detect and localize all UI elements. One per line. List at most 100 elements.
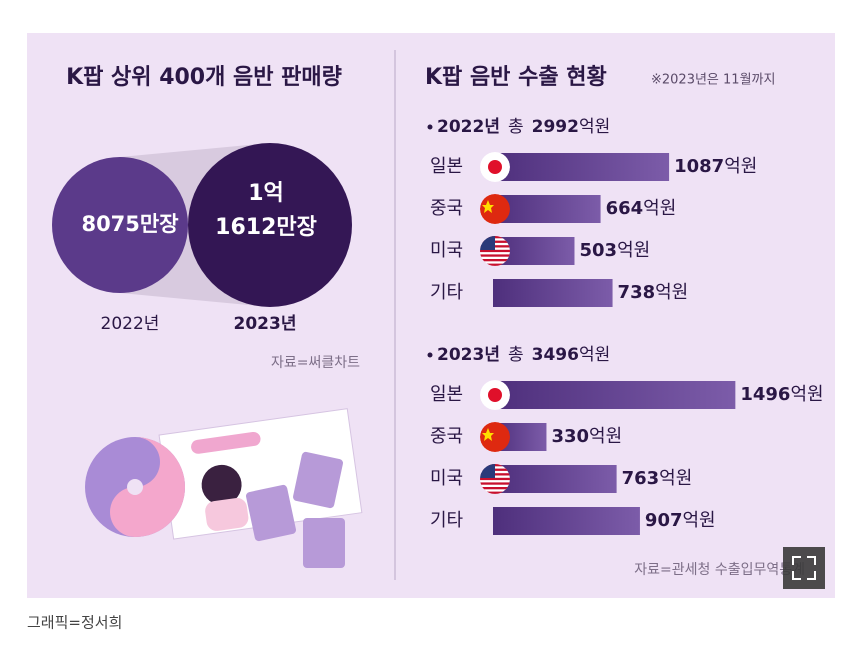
flag-stripe [480, 259, 510, 262]
country-label: 기타 [430, 282, 464, 303]
source: 자료=관세청 수출입무역통계 [634, 562, 805, 578]
flag [480, 236, 510, 266]
flag-sun [488, 388, 502, 402]
group-total: 2992 [532, 117, 579, 137]
question-card [246, 484, 296, 542]
credit: 그래픽=정서희 [27, 614, 122, 632]
flag-bg [480, 422, 510, 452]
unit: 억원 [790, 384, 823, 405]
unit: 억원 [655, 282, 688, 303]
unit: 억원 [643, 198, 676, 219]
unit: 억원 [724, 156, 757, 177]
country-label: 중국 [430, 198, 463, 219]
value-label: 1496억원 [740, 384, 823, 405]
flag-star [482, 428, 494, 441]
group-heading: 2022년 총 2992억원 [437, 117, 610, 137]
circle-2022 [52, 157, 188, 293]
question-card [293, 451, 343, 509]
country-label: 미국 [430, 240, 463, 261]
value: 763 [622, 468, 660, 489]
unit: 억원 [659, 468, 692, 489]
circle-label: 8075만장 [81, 212, 178, 236]
value-label: 330억원 [551, 426, 622, 447]
flag-stripe [480, 487, 510, 490]
illustration [85, 408, 363, 568]
source: 자료=써클차트 [271, 355, 360, 371]
group-heading: 2023년 총 3496억원 [437, 345, 610, 365]
bar [493, 465, 617, 493]
card-tab [191, 431, 261, 454]
question-card [303, 518, 345, 568]
value: 1087 [674, 156, 724, 177]
flag-star [482, 200, 494, 213]
group-year: 2022년 [437, 117, 500, 137]
value: 664 [606, 198, 644, 219]
flag [480, 422, 510, 452]
flag [480, 194, 510, 224]
value-label: 763억원 [622, 468, 693, 489]
unit: 억원 [683, 510, 716, 531]
value: 330 [551, 426, 589, 447]
flag-face [480, 464, 510, 494]
bar [493, 279, 613, 307]
value-label: 738억원 [618, 282, 689, 303]
year-label: 2023년 [234, 314, 297, 334]
left-title: K팝 상위 400개 음반 판매량 [66, 65, 342, 90]
value-label: 907억원 [645, 510, 716, 531]
flag-stripe [480, 254, 510, 257]
value: 907 [645, 510, 683, 531]
right-title: K팝 음반 수출 현황 [425, 65, 607, 90]
group-year: 2023년 [437, 345, 500, 365]
flag-stripe [480, 482, 510, 485]
flag [480, 152, 510, 182]
bullet [427, 352, 433, 358]
flag [480, 380, 510, 410]
disc-half [110, 437, 185, 537]
flag-face [480, 194, 510, 224]
value-label: 1087억원 [674, 156, 757, 177]
figure [201, 464, 242, 505]
flag-bg [480, 194, 510, 224]
expand-button[interactable] [783, 547, 825, 589]
flag-stripe [480, 249, 510, 253]
unit: 억원 [579, 345, 610, 365]
figure-body [205, 497, 249, 531]
flag-sun [488, 160, 502, 174]
flag [480, 464, 510, 494]
bar [493, 381, 736, 409]
bar [493, 195, 601, 223]
disc-hole [127, 479, 143, 495]
circle-label: 1612만장 [215, 215, 317, 240]
value: 1496 [740, 384, 790, 405]
flag-face [480, 380, 510, 410]
group-total: 3496 [532, 345, 579, 365]
expand-icon[interactable] [792, 556, 816, 580]
expand-bg[interactable] [783, 547, 825, 589]
country-label: 일본 [430, 156, 463, 177]
flag-face [480, 152, 510, 182]
bar [493, 507, 640, 535]
country-label: 미국 [430, 468, 463, 489]
year-label: 2022년 [101, 314, 160, 334]
unit: 억원 [589, 426, 622, 447]
value: 503 [579, 240, 617, 261]
flag-face [480, 422, 510, 452]
flag-face [480, 236, 510, 266]
flag-stripe [480, 263, 510, 266]
country-label: 중국 [430, 426, 463, 447]
bar [493, 153, 670, 181]
circle-2023 [188, 143, 352, 307]
unit: 억원 [579, 117, 610, 137]
flag-stripe [480, 491, 510, 494]
bullet [427, 124, 433, 130]
flag-stripe [480, 477, 510, 481]
unit: 억원 [617, 240, 650, 261]
total-prefix: 총 [508, 117, 524, 137]
total-prefix: 총 [508, 345, 524, 365]
circle-label: 1억 [248, 181, 284, 206]
value: 738 [618, 282, 656, 303]
value-label: 503억원 [579, 240, 650, 261]
right-note: ※2023년은 11월까지 [651, 73, 775, 88]
country-label: 일본 [430, 384, 463, 405]
